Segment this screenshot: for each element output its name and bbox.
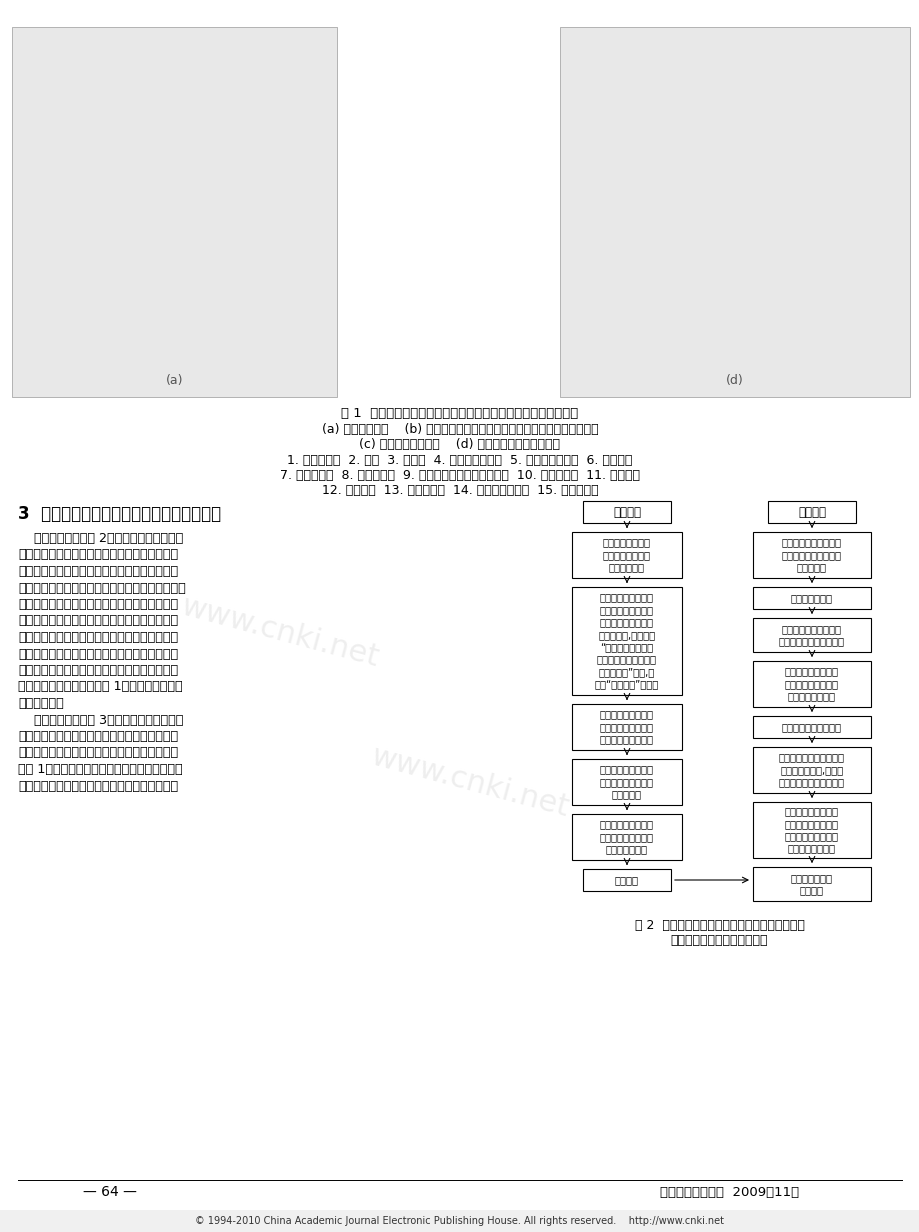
FancyBboxPatch shape [752,662,870,707]
Text: — 64 —: — 64 — [83,1185,137,1199]
Text: 升降搞运器上升
至停放层: 升降搞运器上升 至停放层 [790,872,832,896]
Text: 者相邻的等待车位上（再由升降搞运器内的车辆: 者相邻的等待车位上（再由升降搞运器内的车辆 [18,565,178,578]
Text: 升降搞运器内的车辆
分隔定位横移取送装
置横向伸至等待车位: 升降搞运器内的车辆 分隔定位横移取送装 置横向伸至等待车位 [599,710,653,744]
FancyBboxPatch shape [572,814,681,860]
Text: 分隔定位横移取送装置横向拉入），升降搞运器将: 分隔定位横移取送装置横向拉入），升降搞运器将 [18,582,186,595]
FancyBboxPatch shape [572,703,681,750]
Text: © 1994-2010 China Academic Journal Electronic Publishing House. All rights reser: © 1994-2010 China Academic Journal Elect… [195,1216,724,1226]
FancyBboxPatch shape [752,747,870,793]
Text: 该存车区内的车辆分
隔定位横移取送装置
上定位作动杆收拢: 该存车区内的车辆分 隔定位横移取送装置 上定位作动杆收拢 [784,667,838,701]
Text: (a): (a) [166,375,184,387]
FancyBboxPatch shape [583,501,670,524]
Text: 方向）停放。: 方向）停放。 [18,697,63,710]
Text: 车辆入库: 车辆入库 [612,505,641,519]
Text: 器移至已确定的存车区，存车区内的车辆分隔定: 器移至已确定的存车区，存车区内的车辆分隔定 [18,631,178,644]
FancyBboxPatch shape [767,501,855,524]
FancyBboxPatch shape [572,759,681,804]
Text: 驶入停车系统任一外置井道内的升降搞运器上或: 驶入停车系统任一外置井道内的升降搞运器上或 [18,548,178,562]
Text: 定位作动杆张开: 定位作动杆张开 [790,593,832,602]
Text: 车辆分隔定位横移取送
装置横向伸至纵移搞运器: 车辆分隔定位横移取送 装置横向伸至纵移搞运器 [778,623,844,647]
Text: 定位作动杆和车门保护限
制杆收拢、降下,车辆分
隔定位横移取送装置移回: 定位作动杆和车门保护限 制杆收拢、降下,车辆分 隔定位横移取送装置移回 [778,753,844,787]
Text: 升降搞运器上定位作
动杆张开、车门保护
限制杆升起: 升降搞运器上定位作 动杆张开、车门保护 限制杆升起 [599,765,653,800]
Text: 该存放车辆输送至停放层并通过车辆分隔定位横: 该存放车辆输送至停放层并通过车辆分隔定位横 [18,598,178,611]
Text: 图 1  单侧巷道外置井道分层搞运滚道并排存放型机械式停车系统: 图 1 单侧巷道外置井道分层搞运滚道并排存放型机械式停车系统 [341,407,578,420]
FancyBboxPatch shape [752,532,870,578]
Text: 纵移搞运器移至存车区: 纵移搞运器移至存车区 [781,722,841,732]
Text: 存车区内的车辆分隔定位横移取送装置推到纵移: 存车区内的车辆分隔定位横移取送装置推到纵移 [18,731,178,743]
Text: 车辆入库流程如图 2所示。待存放车辆直接: 车辆入库流程如图 2所示。待存放车辆直接 [18,532,183,545]
Text: (a) 停车系统总图    (b) 托放滚道和车辆分隔定位横移取送装置侧视和俦视图: (a) 停车系统总图 (b) 托放滚道和车辆分隔定位横移取送装置侧视和俦视图 [322,423,597,436]
Text: 车辆驶上该井道入口
外相邻的等待车位上
（或者驶上入口内的
升降搞运器,然后转到
“升降搞运器上定位
作动杆张开、车门保护
限制杆升起”步骤,再
转到“库门关闭: 车辆驶上该井道入口 外相邻的等待车位上 （或者驶上入口内的 升降搞运器,然后转到… [595,593,658,690]
Text: 1. 仓储式库架  2. 巷道  3. 存车区  4. 前车轮托放滚道  5. 后车轮托放滚道  6. 外置井道: 1. 仓储式库架 2. 巷道 3. 存车区 4. 前车轮托放滚道 5. 后车轮托… [287,455,632,467]
Text: 存车完成: 存车完成 [797,505,825,519]
Text: 库门关闭: 库门关闭 [614,875,639,885]
Text: 放的其他车辆同时均被横移 1个车位（远离巷道: 放的其他车辆同时均被横移 1个车位（远离巷道 [18,680,183,694]
Text: 车辆分隔定位横移取
送装置移回将车辆拉
入升降搞运器上: 车辆分隔定位横移取 送装置移回将车辆拉 入升降搞运器上 [599,819,653,855]
Text: www.cnki.net: www.cnki.net [368,742,572,823]
Text: 12. 等待车位  13. 定位作动杆  14. 车门保护限制杆  15. 被输送车辆: 12. 等待车位 13. 定位作动杆 14. 车门保护限制杆 15. 被输送车辆 [322,484,597,496]
FancyBboxPatch shape [560,27,909,397]
Text: 机械式停车系统存车运行流程: 机械式停车系统存车运行流程 [670,934,767,947]
Text: 图 2  单侧巷道外置井道分层搞运滚道并排存放型: 图 2 单侧巷道外置井道分层搞运滚道并排存放型 [634,919,803,931]
Text: 移取送装置交给该层的纵移搞运器，由纵移搞运: 移取送装置交给该层的纵移搞运器，由纵移搞运 [18,615,178,627]
FancyBboxPatch shape [583,869,670,891]
Text: www.cnki.net: www.cnki.net [177,591,381,673]
Text: 车辆出库流程如图 3所示。需取出车辆由本: 车辆出库流程如图 3所示。需取出车辆由本 [18,713,183,727]
FancyBboxPatch shape [752,586,870,609]
Text: 系统分配最短路线
的停放车位并显示
车辆入口井道: 系统分配最短路线 的停放车位并显示 车辆入口井道 [602,537,651,573]
FancyBboxPatch shape [752,618,870,652]
Text: (d): (d) [725,375,743,387]
Text: 滚道上最靠近巷道的位置停放，该存车区上原停: 滚道上最靠近巷道的位置停放，该存车区上原停 [18,664,178,678]
FancyBboxPatch shape [752,802,870,857]
FancyBboxPatch shape [0,1210,919,1232]
FancyBboxPatch shape [752,716,870,738]
FancyBboxPatch shape [572,532,681,578]
Text: 3  分层搞运滚道存放型停车系统的运行控制: 3 分层搞运滚道存放型停车系统的运行控制 [18,505,221,524]
Text: 车辆分隔定位横移取送
装置移回将车辆拉至存
车区上停放: 车辆分隔定位横移取送 装置移回将车辆拉至存 车区上停放 [781,537,841,573]
Text: 位横移取送装置将存放车辆横向拉到存车区托放: 位横移取送装置将存放车辆横向拉到存车区托放 [18,648,178,660]
FancyBboxPatch shape [12,27,336,397]
Text: 横移 1个车位（靠近巷道方向）停放，纵移搞运: 横移 1个车位（靠近巷道方向）停放，纵移搞运 [18,763,183,776]
Text: 《起重运输机械》  2009（11）: 《起重运输机械》 2009（11） [660,1185,799,1199]
Text: 7. 升降搞运器  8. 车辆出入口  9. 车辆分隔定位横移取送装置  10. 纵移搞运器  11. 停放车辆: 7. 升降搞运器 8. 车辆出入口 9. 车辆分隔定位横移取送装置 10. 纵移… [279,469,640,482]
Text: (c) 纵移搞运器侧视图    (d) 升降搞运器侧视和前视图: (c) 纵移搞运器侧视图 (d) 升降搞运器侧视和前视图 [359,439,560,451]
Text: 器移至就近的外置井道，其升降搞运器内的车辆: 器移至就近的外置井道，其升降搞运器内的车辆 [18,780,178,792]
Text: 搞运器上，该存车区原停放的其他车辆同时均被: 搞运器上，该存车区原停放的其他车辆同时均被 [18,747,178,759]
Text: 升降搞运器内车辆分
隔定位横移取送装置
将待存放车辆推至同
层的纵移搞运器上: 升降搞运器内车辆分 隔定位横移取送装置 将待存放车辆推至同 层的纵移搞运器上 [784,807,838,854]
FancyBboxPatch shape [572,586,681,695]
FancyBboxPatch shape [752,867,870,901]
